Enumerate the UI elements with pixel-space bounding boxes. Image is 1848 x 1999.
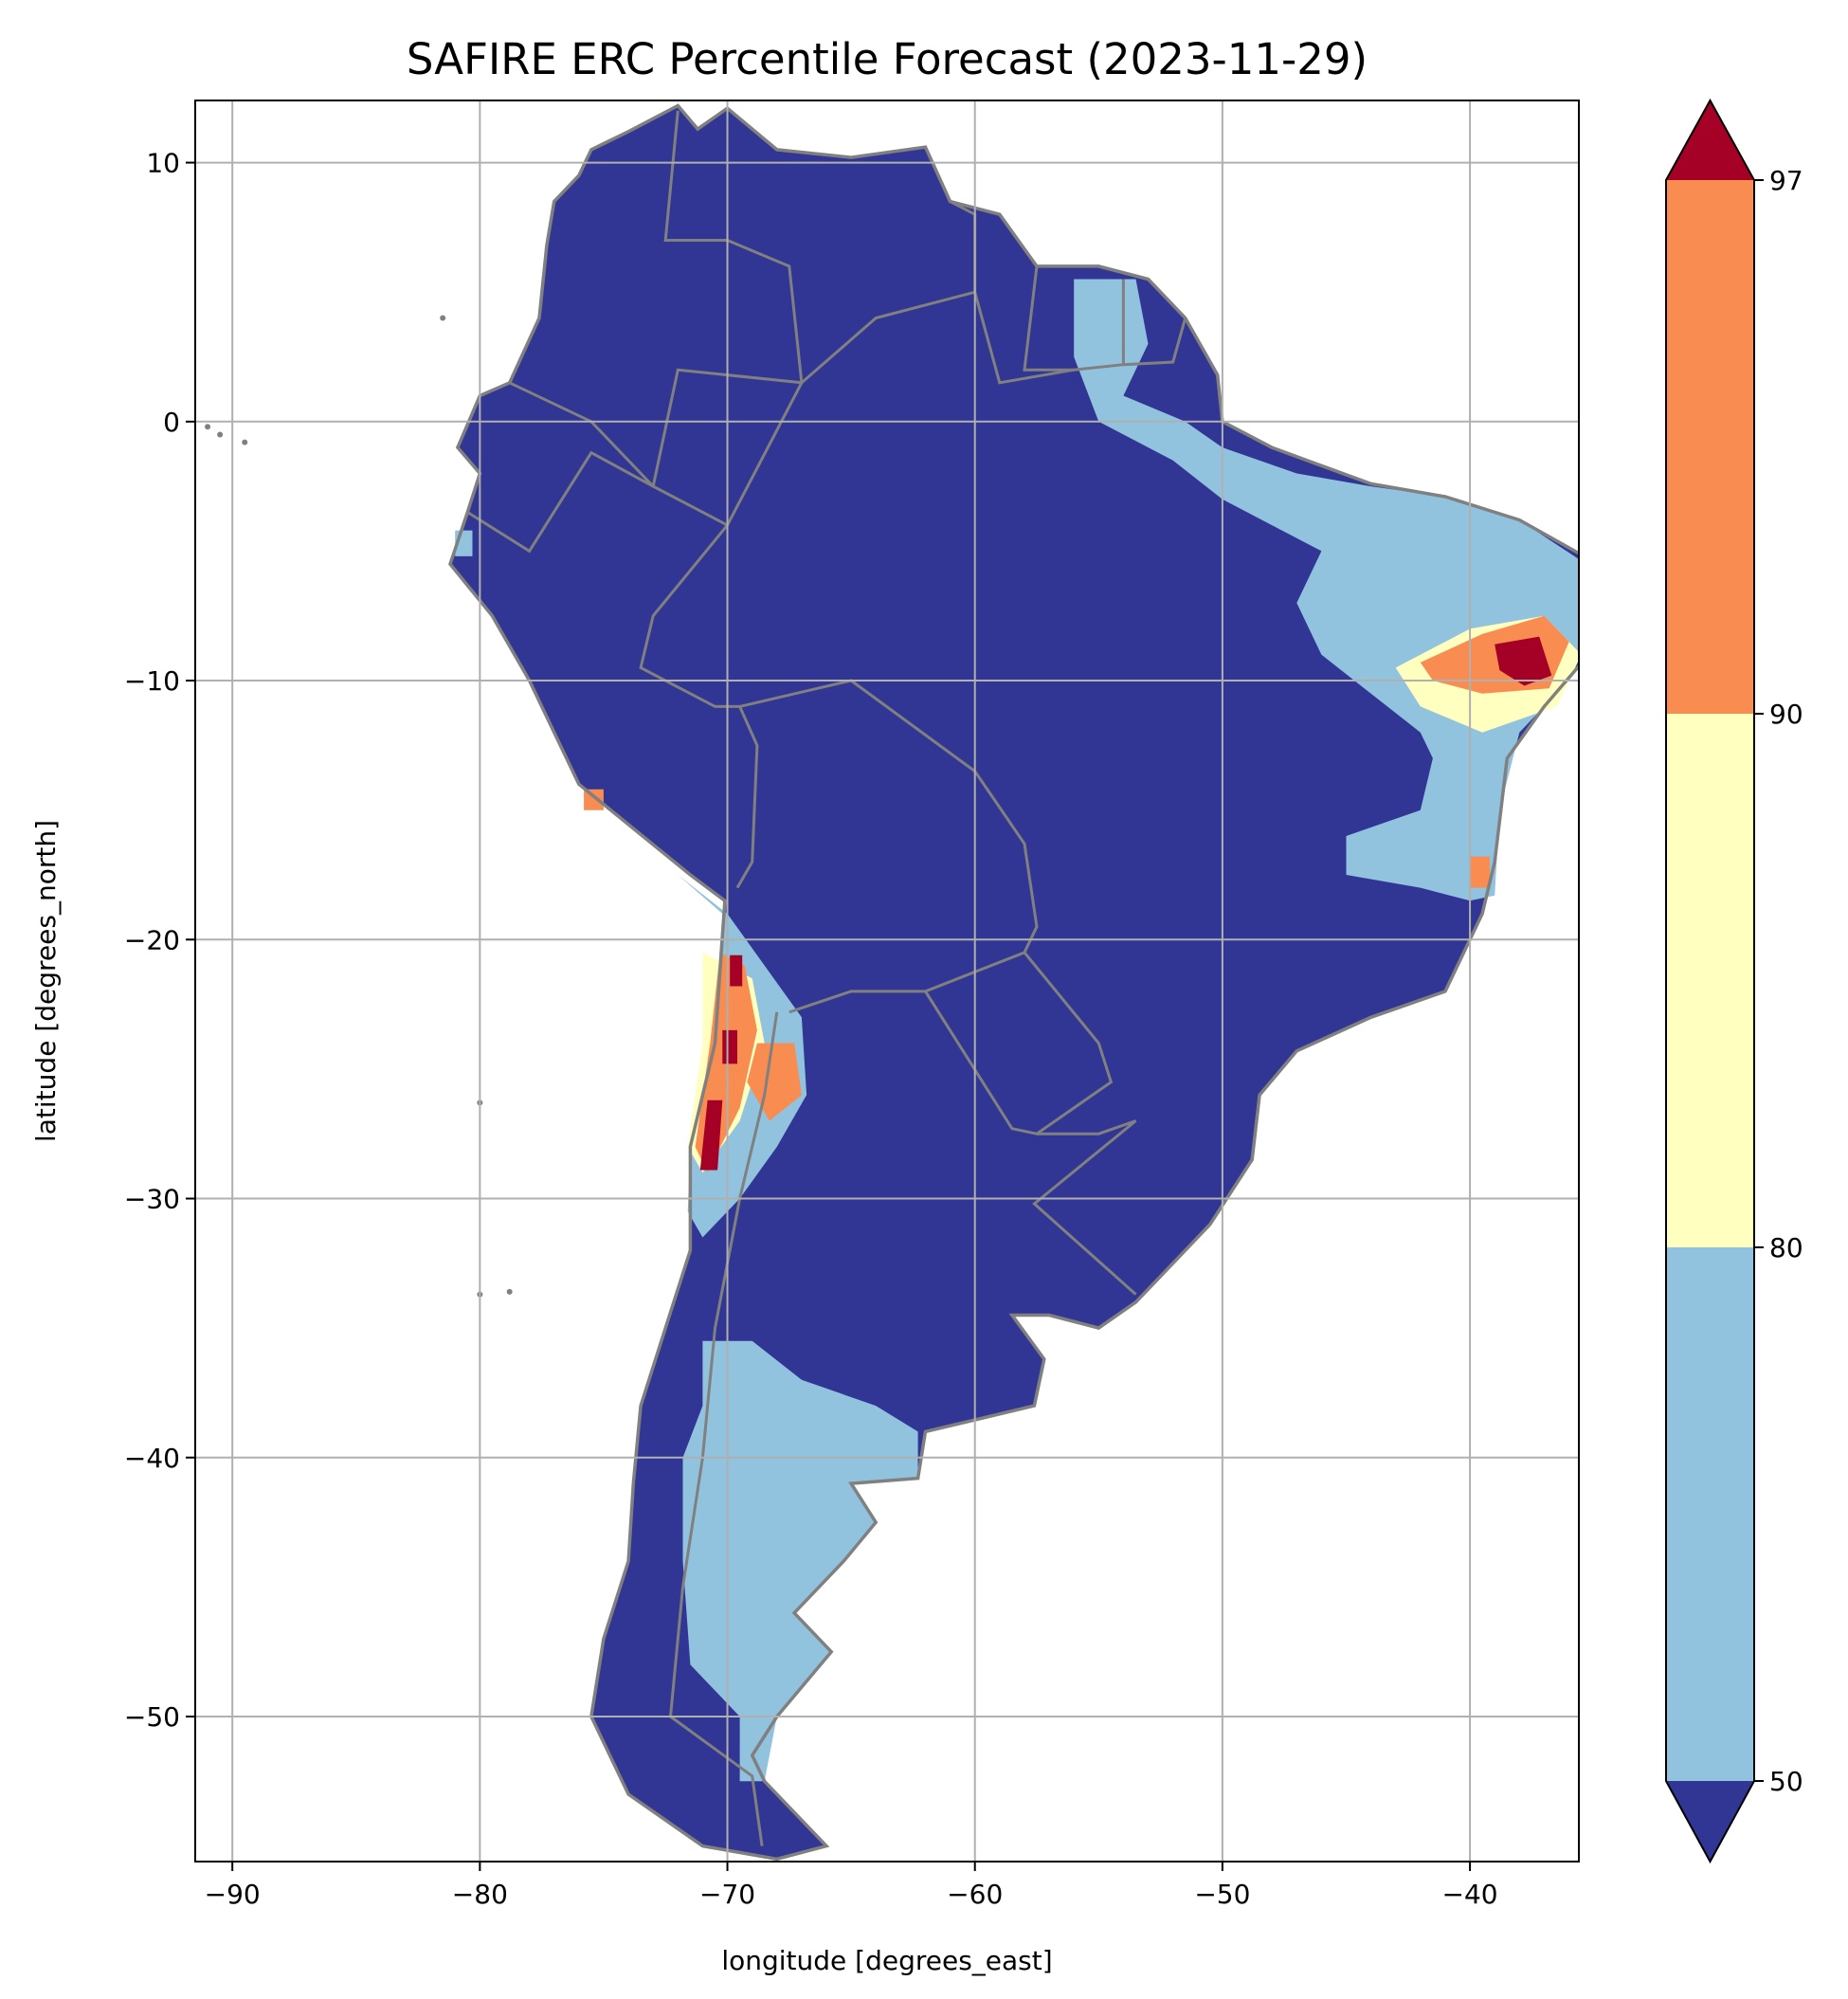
island bbox=[506, 1288, 513, 1295]
colorbar-tick-label: 90 bbox=[1769, 699, 1803, 730]
colorbar-segment-80-90 bbox=[1666, 714, 1754, 1247]
island bbox=[440, 315, 446, 321]
y-tick-label: −10 bbox=[124, 665, 180, 697]
y-tick-label: −50 bbox=[124, 1701, 180, 1733]
island bbox=[217, 431, 224, 438]
x-tick-label: −40 bbox=[1442, 1879, 1498, 1910]
y-tick-label: −40 bbox=[124, 1443, 180, 1474]
colorbar-tick-label: 97 bbox=[1769, 165, 1803, 196]
x-axis: −90 −80 −70 −60 −50 −40 bbox=[205, 1862, 1498, 1910]
country-border bbox=[973, 291, 1075, 385]
plot-area bbox=[205, 103, 1579, 1862]
region-90-97 bbox=[747, 1043, 802, 1121]
country-border bbox=[651, 368, 803, 487]
region-50-80 bbox=[1074, 279, 1579, 901]
x-tick-label: −90 bbox=[205, 1879, 261, 1910]
x-tick-label: −80 bbox=[452, 1879, 508, 1910]
colorbar-segment-90-97 bbox=[1666, 180, 1754, 714]
region-over bbox=[1495, 636, 1552, 686]
x-tick-label: −50 bbox=[1194, 1879, 1250, 1910]
island bbox=[242, 439, 248, 445]
colorbar-tick-label: 80 bbox=[1769, 1232, 1803, 1263]
region-90-97 bbox=[1470, 856, 1490, 888]
y-tick-label: 0 bbox=[163, 407, 180, 438]
colorbar-tick-label: 50 bbox=[1769, 1766, 1803, 1797]
region-over bbox=[730, 954, 743, 987]
region-over bbox=[699, 1099, 723, 1171]
island bbox=[205, 424, 211, 430]
region-50-80 bbox=[682, 1340, 918, 1782]
x-axis-label: longitude [degrees_east] bbox=[721, 1945, 1052, 1976]
chart-title: SAFIRE ERC Percentile Forecast (2023-11-… bbox=[407, 34, 1368, 84]
gridlines bbox=[195, 100, 1579, 1862]
country-border bbox=[735, 705, 759, 889]
region-over bbox=[722, 1029, 737, 1064]
x-tick-label: −70 bbox=[699, 1879, 755, 1910]
y-tick-label: −20 bbox=[124, 924, 180, 955]
country-border bbox=[1123, 318, 1187, 367]
y-tick-label: 10 bbox=[146, 148, 180, 179]
y-tick-label: −30 bbox=[124, 1184, 180, 1215]
country-border bbox=[1032, 1119, 1137, 1296]
y-axis-label: latitude [degrees_north] bbox=[30, 820, 62, 1142]
colorbar: 50 80 90 97 bbox=[1665, 98, 1803, 1864]
x-tick-label: −60 bbox=[947, 1879, 1003, 1910]
y-axis: 10 0 −10 −20 −30 −40 −50 bbox=[124, 148, 195, 1733]
coastline bbox=[448, 103, 1579, 1862]
colorbar-segment-50-80 bbox=[1666, 1247, 1754, 1781]
country-border bbox=[924, 951, 1114, 1136]
country-border bbox=[466, 450, 729, 554]
colorbar-extend-over bbox=[1666, 100, 1754, 180]
axes-frame bbox=[194, 100, 1580, 1863]
colorbar-extend-under bbox=[1666, 1781, 1754, 1862]
region-90-97 bbox=[584, 789, 604, 810]
